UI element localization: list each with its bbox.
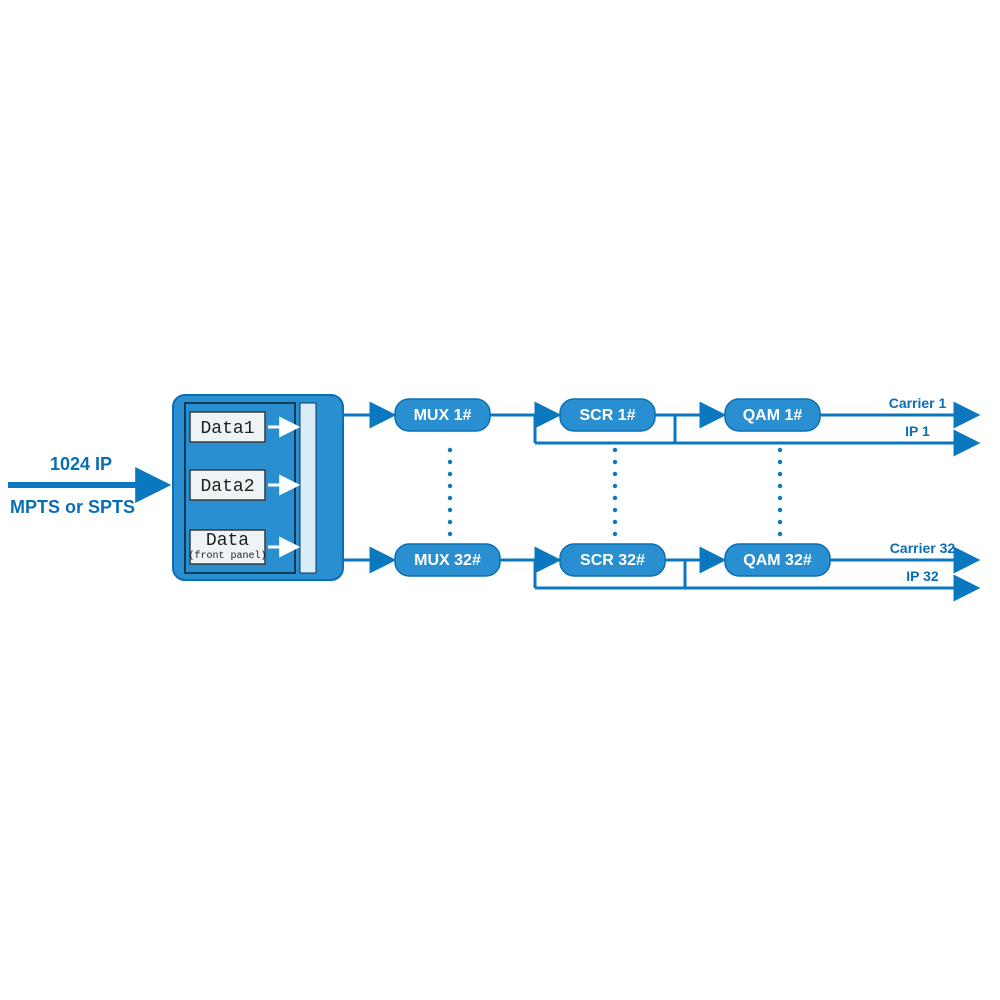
input-label-line1: 1024 IP <box>50 454 112 474</box>
output-carrier-label: Carrier 32 <box>890 540 956 556</box>
data-box-3: Data(front panel) <box>188 530 266 564</box>
stage-pill: SCR 32# <box>560 544 665 576</box>
svg-text:QAM 32#: QAM 32# <box>743 552 812 569</box>
stage-pill: QAM 1# <box>725 399 820 431</box>
stage-pill: QAM 32# <box>725 544 830 576</box>
svg-text:SCR 32#: SCR 32# <box>580 552 645 569</box>
svg-text:SCR 1#: SCR 1# <box>579 407 635 424</box>
input-label-line2: MPTS or SPTS <box>10 497 135 517</box>
svg-text:Data1: Data1 <box>200 419 254 439</box>
output-ip-label: IP 1 <box>905 423 930 439</box>
stage-pill: MUX 1# <box>395 399 490 431</box>
svg-text:MUX 32#: MUX 32# <box>414 552 481 569</box>
svg-text:QAM 1#: QAM 1# <box>743 407 803 424</box>
output-ip-label: IP 32 <box>906 568 939 584</box>
stage-pill: MUX 32# <box>395 544 500 576</box>
main-processing-block: Data1 Data2 Data(front panel) <box>173 395 343 580</box>
svg-text:Data2: Data2 <box>200 477 254 497</box>
data-box-1: Data1 <box>190 412 265 442</box>
svg-text:Data: Data <box>206 531 249 551</box>
signal-flow-diagram: 1024 IP MPTS or SPTS Data1 Data2 Data(front … <box>0 0 1000 1000</box>
svg-text:(front panel): (front panel) <box>188 550 266 562</box>
svg-text:MUX 1#: MUX 1# <box>414 407 472 424</box>
stage-pill: SCR 1# <box>560 399 655 431</box>
output-carrier-label: Carrier 1 <box>889 395 947 411</box>
data-box-2: Data2 <box>190 470 265 500</box>
